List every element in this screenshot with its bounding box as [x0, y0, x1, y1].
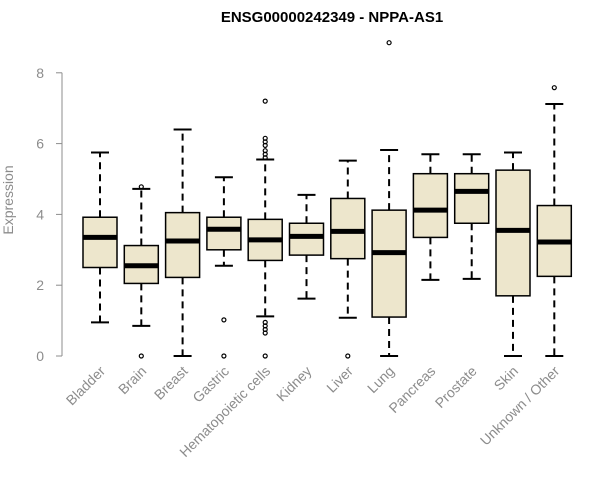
box-group [371, 40, 407, 357]
box-group [495, 151, 531, 357]
chart-title: ENSG00000242349 - NPPA-AS1 [221, 9, 443, 26]
category-label: Kidney [273, 363, 315, 405]
y-tick-label: 0 [36, 348, 44, 364]
outlier-point [262, 319, 268, 325]
iqr-box [330, 197, 366, 260]
category-label: Breast [151, 363, 191, 403]
outlier-point [221, 353, 227, 359]
box-group [288, 193, 325, 300]
y-tick-label: 4 [36, 206, 44, 222]
iqr-box [453, 172, 490, 225]
iqr-box [82, 216, 118, 269]
outlier-point [221, 317, 227, 323]
iqr-box [164, 211, 201, 279]
iqr-box [495, 169, 531, 297]
box-group [453, 153, 490, 280]
y-axis-label: Expression [0, 165, 16, 234]
box-group [164, 128, 201, 357]
outlier-point [551, 85, 557, 91]
outlier-point [262, 135, 268, 141]
outlier-point [386, 40, 392, 46]
box-group [206, 176, 242, 359]
box-group [123, 184, 160, 359]
y-tick-label: 2 [36, 277, 44, 293]
box-group [536, 85, 573, 357]
outlier-point [138, 184, 144, 190]
category-label: Bladder [63, 363, 109, 409]
outlier-point [262, 98, 268, 104]
y-axis: 0 2 4 6 8 [36, 65, 63, 364]
iqr-box [206, 216, 242, 251]
category-label: Lung [364, 363, 397, 396]
y-tick-label: 8 [36, 65, 44, 81]
outlier-point [262, 353, 268, 359]
outlier-point [262, 148, 268, 154]
y-tick-label: 6 [36, 136, 44, 152]
iqr-box [371, 209, 407, 318]
box-group [330, 159, 366, 359]
outlier-point [345, 353, 351, 359]
box-group [412, 153, 449, 281]
category-label: Skin [491, 363, 522, 394]
category-label: Prostate [432, 363, 480, 411]
outlier-point [138, 353, 144, 359]
category-label: Liver [323, 363, 356, 396]
boxes-layer [82, 40, 573, 359]
iqr-box [288, 222, 325, 256]
box-group [247, 98, 283, 359]
box-group [82, 151, 118, 324]
category-label: Brain [115, 363, 149, 397]
iqr-box [412, 172, 449, 239]
